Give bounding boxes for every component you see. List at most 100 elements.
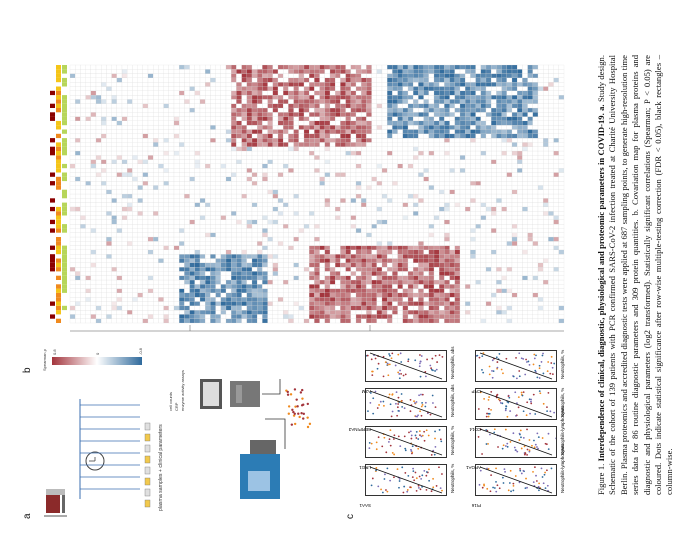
heatmap-cell (251, 82, 258, 87)
annotation-cell (62, 129, 67, 134)
heatmap-cell (179, 219, 185, 225)
heatmap-cell (127, 232, 133, 238)
heatmap-cell (309, 236, 315, 242)
heatmap-cell (142, 309, 149, 315)
heatmap-cell (179, 82, 185, 87)
heatmap-cell (215, 271, 221, 276)
heatmap-cell (340, 219, 346, 225)
heatmap-cell (324, 116, 331, 121)
heatmap-cell (179, 301, 185, 306)
heatmap-cell (267, 254, 273, 259)
heatmap-cell (173, 176, 180, 182)
heatmap-cell (85, 172, 91, 177)
heatmap-cell (433, 206, 440, 212)
heatmap-cell (184, 116, 190, 121)
heatmap-cell (303, 305, 310, 311)
heatmap-cell (127, 211, 133, 216)
heatmap-cell (418, 271, 424, 276)
heatmap-cell (184, 86, 190, 91)
heatmap-cell (288, 86, 294, 91)
heatmap-cell (90, 99, 97, 104)
heatmap-cell (397, 176, 403, 182)
heatmap-cell (80, 180, 86, 186)
heatmap-cell (267, 86, 273, 91)
heatmap-cell (345, 125, 351, 130)
heatmap-cell (153, 159, 159, 164)
heatmap-cell (199, 262, 206, 268)
heatmap-cell (298, 137, 305, 143)
heatmap-cell (158, 262, 164, 268)
heatmap-cell (184, 309, 190, 315)
heatmap-cell (137, 168, 143, 173)
heatmap-cell (147, 292, 154, 298)
heatmap-cell (90, 146, 97, 152)
heatmap-cell (85, 155, 91, 160)
heatmap-cell (241, 155, 247, 160)
heatmap-cell (371, 159, 377, 164)
heatmap-cell (257, 219, 263, 225)
heatmap-cell (147, 77, 154, 83)
heatmap-cell (116, 254, 123, 259)
heatmap-cell (163, 215, 169, 220)
heatmap-cell (75, 297, 81, 302)
heatmap-cell (168, 82, 175, 87)
heatmap-cell (397, 301, 403, 306)
heatmap-cell (90, 90, 97, 96)
heatmap-cell (428, 241, 435, 246)
heatmap-cell (319, 318, 325, 324)
heatmap-cell (90, 288, 97, 294)
heatmap-cell (335, 275, 341, 281)
heatmap-cell (475, 245, 481, 251)
heatmap-cell (350, 232, 357, 238)
heatmap-cell (85, 206, 91, 212)
heatmap-cell (454, 103, 461, 109)
heatmap-cell (381, 120, 388, 126)
heatmap-cell (449, 206, 455, 212)
heatmap-cell (179, 77, 185, 83)
heatmap-cell (423, 163, 429, 169)
heatmap-cell (210, 129, 216, 134)
heatmap-cell (179, 116, 185, 121)
heatmap-cell (449, 275, 455, 281)
heatmap-cell (475, 150, 481, 156)
heatmap-cell (309, 254, 315, 259)
heatmap-cell (179, 69, 185, 74)
heatmap-cell (127, 245, 133, 251)
heatmap-cell (303, 69, 310, 74)
heatmap-cell (147, 99, 154, 104)
heatmap-cell (205, 146, 211, 152)
heatmap-cell (272, 297, 279, 302)
heatmap-cell (355, 180, 362, 186)
heatmap-cell (392, 64, 398, 70)
heatmap-cell (319, 275, 325, 281)
heatmap-cell (95, 219, 102, 225)
heatmap-cell (319, 305, 325, 311)
heatmap-cell (69, 211, 76, 216)
heatmap-cell (241, 305, 247, 311)
annotation-cell (62, 206, 67, 212)
heatmap-cell (387, 176, 393, 182)
heatmap-cell (293, 301, 299, 306)
heatmap-cell (116, 69, 123, 74)
heatmap-cell (413, 129, 419, 134)
heatmap-cell (366, 163, 372, 169)
heatmap-cell (272, 120, 279, 126)
heatmap-cell (376, 301, 383, 306)
annotation-cell (56, 64, 61, 70)
heatmap-cell (392, 202, 398, 207)
heatmap-cell (277, 77, 284, 83)
heatmap-cell (470, 236, 476, 242)
heatmap-cell (366, 189, 372, 195)
heatmap-cell (80, 82, 86, 87)
heatmap-cell (340, 314, 346, 319)
annotation-cell (56, 297, 61, 302)
heatmap-cell (267, 133, 273, 139)
heatmap-cell (392, 258, 398, 263)
heatmap-cell (413, 168, 419, 173)
heatmap-cell (345, 142, 351, 147)
heatmap-cell (335, 64, 341, 70)
heatmap-cell (444, 318, 450, 324)
heatmap-cell (465, 69, 471, 74)
heatmap-cell (428, 159, 435, 164)
heatmap-cell (288, 163, 294, 169)
